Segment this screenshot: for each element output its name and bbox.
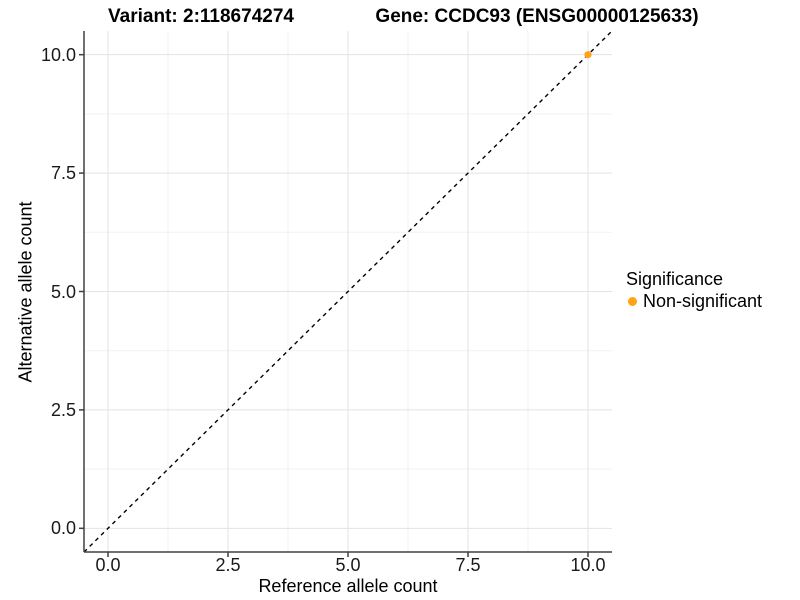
y-tick-label: 7.5 (50, 163, 76, 184)
x-tick-label: 0.0 (95, 555, 121, 575)
legend: Significance Non-significant (626, 268, 762, 312)
y-axis-title: Alternative allele count (15, 201, 36, 383)
legend-item: Non-significant (626, 290, 762, 312)
y-tick-label: 5.0 (50, 281, 76, 302)
plot-title-variant: Variant: 2:118674274 (108, 6, 294, 27)
x-axis-title: Reference allele count (258, 576, 438, 596)
x-tick-label: 10.0 (570, 555, 606, 575)
legend-title: Significance (626, 269, 724, 289)
y-tick-label: 2.5 (50, 399, 76, 420)
y-tick-label: 0.0 (50, 518, 76, 539)
legend-item-label: Non-significant (643, 291, 763, 311)
x-tick-label: 7.5 (455, 555, 481, 575)
plot-title-gene: Gene: CCDC93 (ENSG00000125633) (375, 6, 699, 27)
legend-point-icon (628, 296, 637, 306)
x-tick-label: 5.0 (335, 555, 361, 575)
y-tick-label: 10.0 (40, 44, 76, 65)
x-tick-label: 2.5 (215, 555, 241, 575)
legend-items: Non-significant (626, 290, 762, 312)
data-point (584, 51, 592, 59)
identity-reference-line (83, 30, 613, 553)
